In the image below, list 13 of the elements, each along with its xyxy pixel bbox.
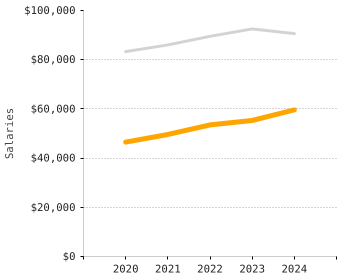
x-tick-label: 2021 [155, 262, 181, 275]
line-series [124, 27, 296, 54]
x-tick-label: 2022 [197, 262, 223, 275]
y-tick-label: $40,000 [30, 152, 76, 165]
x-tick-label: 2024 [282, 262, 308, 275]
x-tick-label: 2023 [239, 262, 266, 275]
y-tick-label: $60,000 [30, 102, 76, 116]
y-tick-label: $0 [62, 250, 76, 263]
y-axis-title: Salaries [3, 108, 16, 160]
y-tick-label: $20,000 [30, 200, 76, 214]
x-tick-label: 2020 [112, 262, 139, 275]
y-tick-label: $80,000 [30, 53, 76, 66]
y-tick-label: $100,000 [24, 4, 76, 17]
